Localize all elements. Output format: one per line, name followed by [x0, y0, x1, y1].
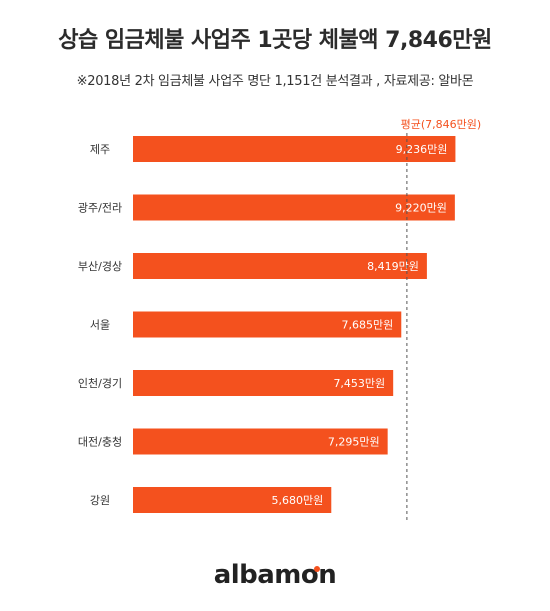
bar: [133, 370, 394, 396]
value-label: 7,295만원: [328, 436, 380, 449]
category-label: 강원: [90, 494, 110, 507]
value-label: 5,680만원: [272, 494, 324, 507]
chart-title: 상습 임금체불 사업주 1곳당 체불액 7,846만원: [58, 28, 492, 53]
logo-suffix: n: [318, 560, 337, 590]
value-label: 8,419만원: [367, 260, 419, 273]
category-label: 광주/전라: [78, 202, 122, 215]
chart-subtitle: ※2018년 2차 임금체불 사업주 명단 1,151건 분석결과 , 자료제공…: [76, 74, 474, 89]
value-label: 9,220만원: [395, 202, 447, 215]
value-label: 7,685만원: [342, 319, 394, 332]
value-label: 9,236만원: [396, 143, 448, 156]
category-label: 부산/경상: [78, 260, 122, 273]
category-label: 대전/충청: [78, 436, 122, 449]
bar: [133, 428, 388, 455]
logo-prefix: albam: [213, 560, 302, 590]
category-label: 제주: [90, 143, 110, 156]
value-label: 7,453만원: [333, 377, 385, 390]
logo-o: o: [300, 560, 321, 590]
bar: [133, 136, 456, 162]
bar: [133, 487, 332, 513]
bar: [133, 253, 427, 279]
bar: [133, 311, 402, 338]
albamon-logo: albamon: [0, 560, 550, 590]
category-label: 인천/경기: [78, 376, 122, 390]
bar: [133, 194, 455, 221]
average-label: 평균(7,846만원): [401, 118, 482, 131]
category-label: 서울: [90, 319, 110, 332]
